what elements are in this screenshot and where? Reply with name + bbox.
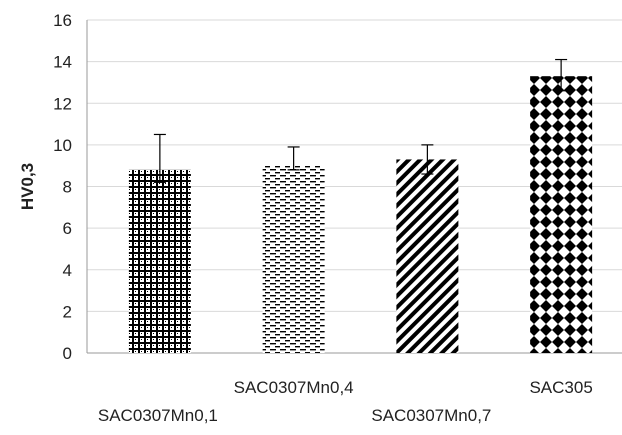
error-bars (153, 58, 568, 183)
x-category-label: SAC0307Mn0,4 (234, 378, 354, 397)
x-category-label: SAC0307Mn0,7 (371, 406, 491, 425)
bar (530, 76, 593, 353)
y-axis-title: HV0,3 (18, 163, 37, 210)
y-tick-label: 14 (53, 53, 72, 72)
x-category-label: SAC0307Mn0,1 (98, 406, 218, 425)
y-tick-label: 10 (53, 136, 72, 155)
y-tick-label: 8 (63, 178, 72, 197)
y-tick-label: 0 (63, 344, 72, 363)
bar (262, 165, 325, 353)
bars (128, 76, 593, 353)
bar (396, 159, 459, 353)
x-category-label: SAC305 (529, 378, 592, 397)
y-tick-label: 16 (53, 11, 72, 30)
labels: 0 2 4 6 8 10 12 14 16 HV0,3 SAC0307Mn0,1 SAC0307Mn0… (18, 11, 593, 425)
y-tick-label: 4 (63, 261, 72, 280)
y-tick-label: 12 (53, 94, 72, 113)
bar (128, 169, 191, 353)
y-tick-label: 2 (63, 302, 72, 321)
y-tick-label: 6 (63, 219, 72, 238)
